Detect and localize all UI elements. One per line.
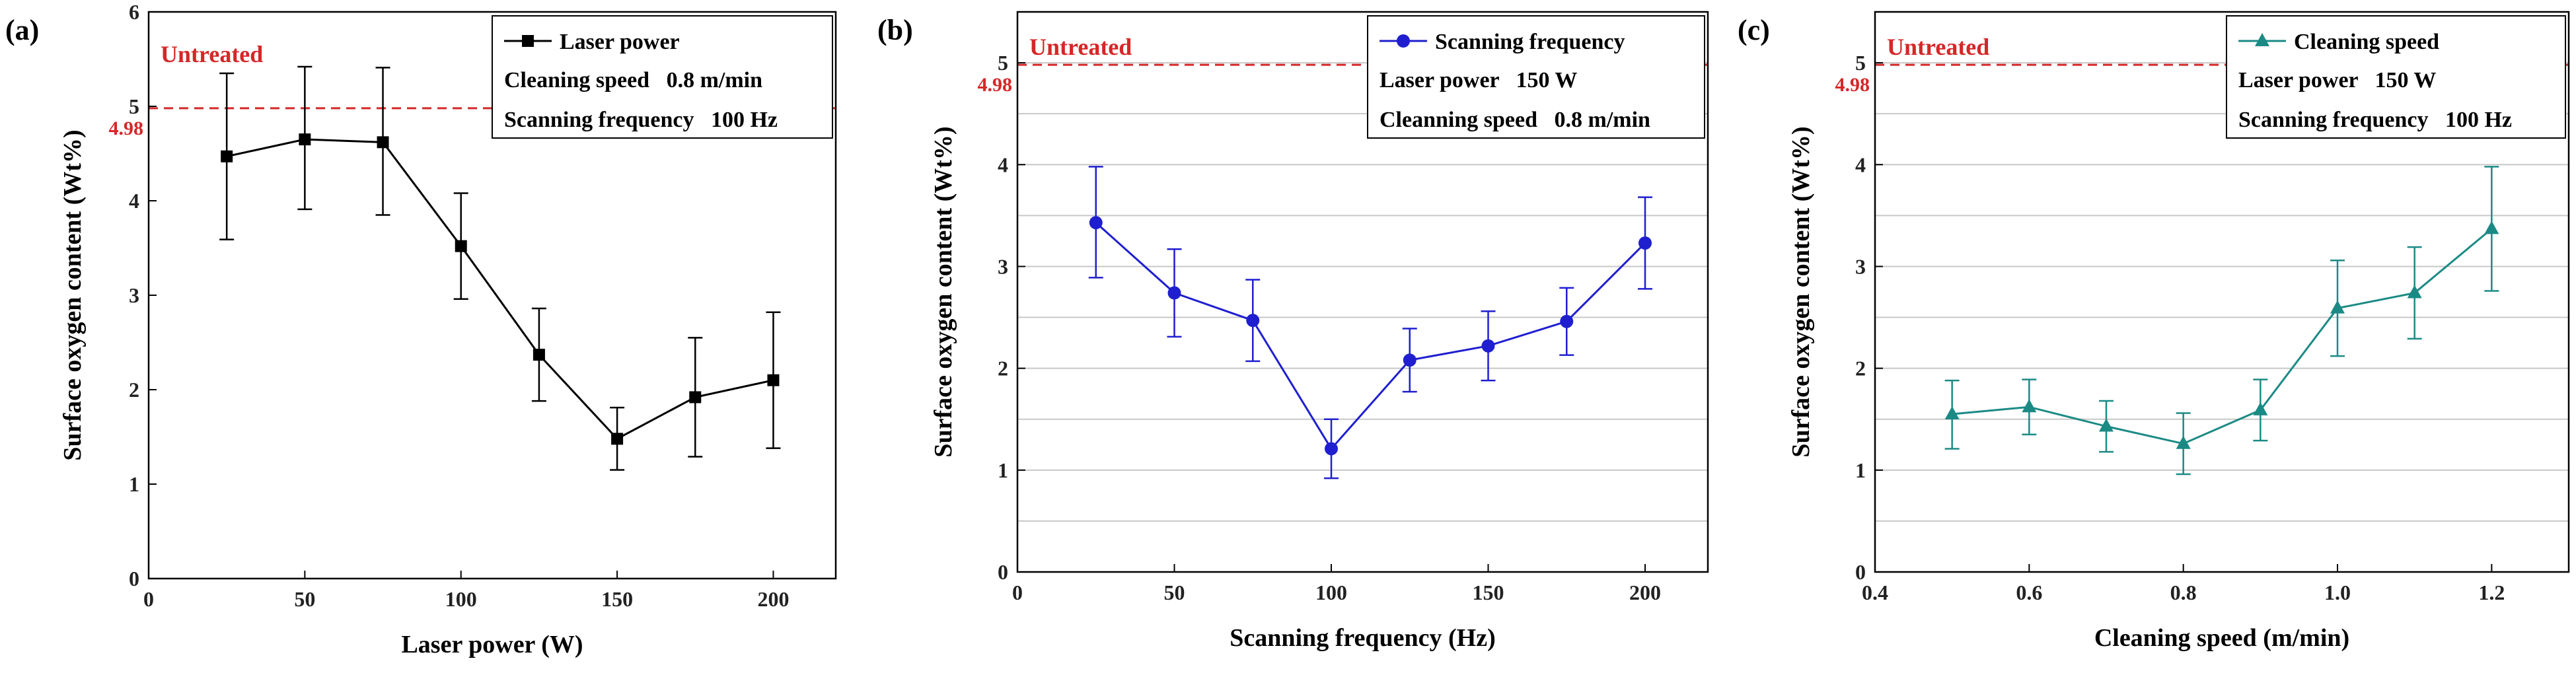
data-point (1246, 314, 1260, 328)
data-point (2099, 418, 2114, 432)
panel-label: (a) (5, 14, 39, 46)
data-point (2022, 399, 2037, 413)
legend-condition: Laser power 150 W (1380, 68, 1577, 92)
data-point (221, 150, 233, 162)
y-tick-label: 4 (129, 189, 139, 213)
legend-condition: Cleaning speed 0.8 m/min (504, 68, 762, 92)
legend-box (2226, 15, 2566, 139)
x-tick-label: 100 (445, 587, 477, 611)
data-point (455, 240, 467, 252)
y-tick-label: 5 (129, 94, 139, 118)
reference-value-label: 4.98 (109, 118, 144, 139)
x-axis-title: Cleaning speed (m/min) (2094, 624, 2349, 652)
legend-condition: Cleanning speed 0.8 m/min (1380, 108, 1650, 132)
data-point (533, 349, 545, 361)
data-point (1944, 406, 1960, 420)
data-point (1481, 339, 1495, 353)
y-axis-title: Surface oxygen content (Wt%) (1787, 126, 1815, 457)
untreated-label: Untreated (1029, 34, 1132, 60)
series-line (226, 138, 774, 441)
x-tick-label: 0 (143, 587, 154, 611)
data-point (1638, 236, 1652, 250)
y-tick-label: 2 (129, 378, 139, 402)
data-point (2484, 221, 2499, 234)
data-point (689, 391, 702, 404)
legend-marker (522, 35, 534, 47)
data-point (299, 133, 311, 146)
legend-box (1367, 15, 1705, 139)
data-point (1089, 216, 1103, 230)
x-axis-title: Scanning frequency (Hz) (1230, 624, 1496, 652)
legend-series-name: Laser power (560, 30, 680, 54)
series-line (1952, 228, 2493, 445)
legend-marker (1397, 34, 1410, 48)
y-tick-label: 0 (129, 567, 139, 590)
chart-panel-a: (a) Untreated 4.98 0 50 100 150 200 0 1 2 3 4 5 6 Laser… (5, 0, 837, 658)
legend-box (492, 15, 833, 139)
panel-label: (c) (1738, 14, 1770, 46)
y-tick-label: 2 (1855, 357, 1866, 380)
data-point (1403, 353, 1417, 367)
x-tick-label: 200 (1629, 581, 1661, 604)
series-line (1095, 222, 1646, 450)
x-tick-label: 50 (1164, 581, 1185, 604)
chart-panel-b: (b) Untreated 4.98 0 50 100 150 200 0 1 2 3 4 5 Scanni… (877, 11, 1709, 652)
x-tick-label: 150 (1473, 581, 1504, 604)
x-tick-label: 200 (757, 587, 789, 611)
x-tick-label: 150 (601, 587, 633, 611)
y-axis-title: Surface oxygen content (Wt%) (59, 129, 87, 460)
y-tick-label: 1 (129, 472, 139, 496)
y-axis-title: Surface oxygen content (Wt%) (930, 126, 957, 457)
x-tick-label: 0.6 (2016, 581, 2042, 604)
data-point (2330, 300, 2345, 314)
plot-frame (147, 11, 837, 580)
x-tick-label: 0.4 (1862, 581, 1888, 604)
legend-condition: Scanning frequency 100 Hz (2238, 108, 2512, 132)
y-tick-label: 2 (998, 357, 1008, 380)
legend-condition: Laser power 150 W (2238, 68, 2436, 92)
data-point (1560, 314, 1574, 328)
data-point (1167, 286, 1181, 300)
data-point (2253, 402, 2268, 415)
x-tick-label: 50 (294, 587, 315, 611)
reference-value-label: 4.98 (1835, 74, 1870, 96)
x-tick-label: 1.2 (2478, 581, 2505, 604)
legend-condition: Scanning frequency 100 Hz (504, 108, 778, 132)
x-tick-label: 0 (1012, 581, 1023, 604)
data-point (611, 433, 624, 445)
x-axis-title: Laser power (W) (401, 631, 583, 658)
x-tick-label: 100 (1315, 581, 1347, 604)
chart-panel-c: (c) Untreated 4.98 0.4 0.6 0.8 1.0 1.2 0 1 2 3 4 5 Cle… (1738, 11, 2570, 652)
x-tick-label: 1.0 (2324, 581, 2351, 604)
data-point (2176, 435, 2191, 449)
untreated-label: Untreated (1887, 34, 1989, 60)
untreated-label: Untreated (161, 41, 263, 67)
plot-frame (1016, 11, 1709, 573)
y-tick-label: 0 (998, 560, 1008, 584)
legend-series-name: Scanning frequency (1435, 30, 1625, 54)
reference-value-label: 4.98 (978, 74, 1013, 96)
y-tick-label: 3 (1855, 254, 1866, 278)
legend-series-name: Cleaning speed (2294, 30, 2439, 54)
y-tick-label: 3 (129, 283, 139, 307)
panel-label: (b) (877, 14, 913, 46)
y-tick-label: 1 (1855, 458, 1866, 482)
y-tick-label: 5 (998, 51, 1008, 75)
y-tick-label: 4 (1855, 153, 1866, 176)
data-point (377, 136, 389, 149)
legend-marker (2255, 33, 2269, 46)
x-tick-label: 0.8 (2170, 581, 2197, 604)
plot-frame (1874, 11, 2570, 573)
data-point (1325, 442, 1338, 456)
y-tick-label: 4 (998, 153, 1008, 176)
y-tick-label: 5 (1855, 51, 1866, 75)
y-tick-label: 6 (129, 0, 139, 24)
y-tick-label: 1 (998, 458, 1008, 482)
y-tick-label: 0 (1855, 560, 1866, 584)
y-tick-label: 3 (998, 254, 1008, 278)
data-point (2407, 285, 2422, 299)
data-point (767, 374, 780, 386)
